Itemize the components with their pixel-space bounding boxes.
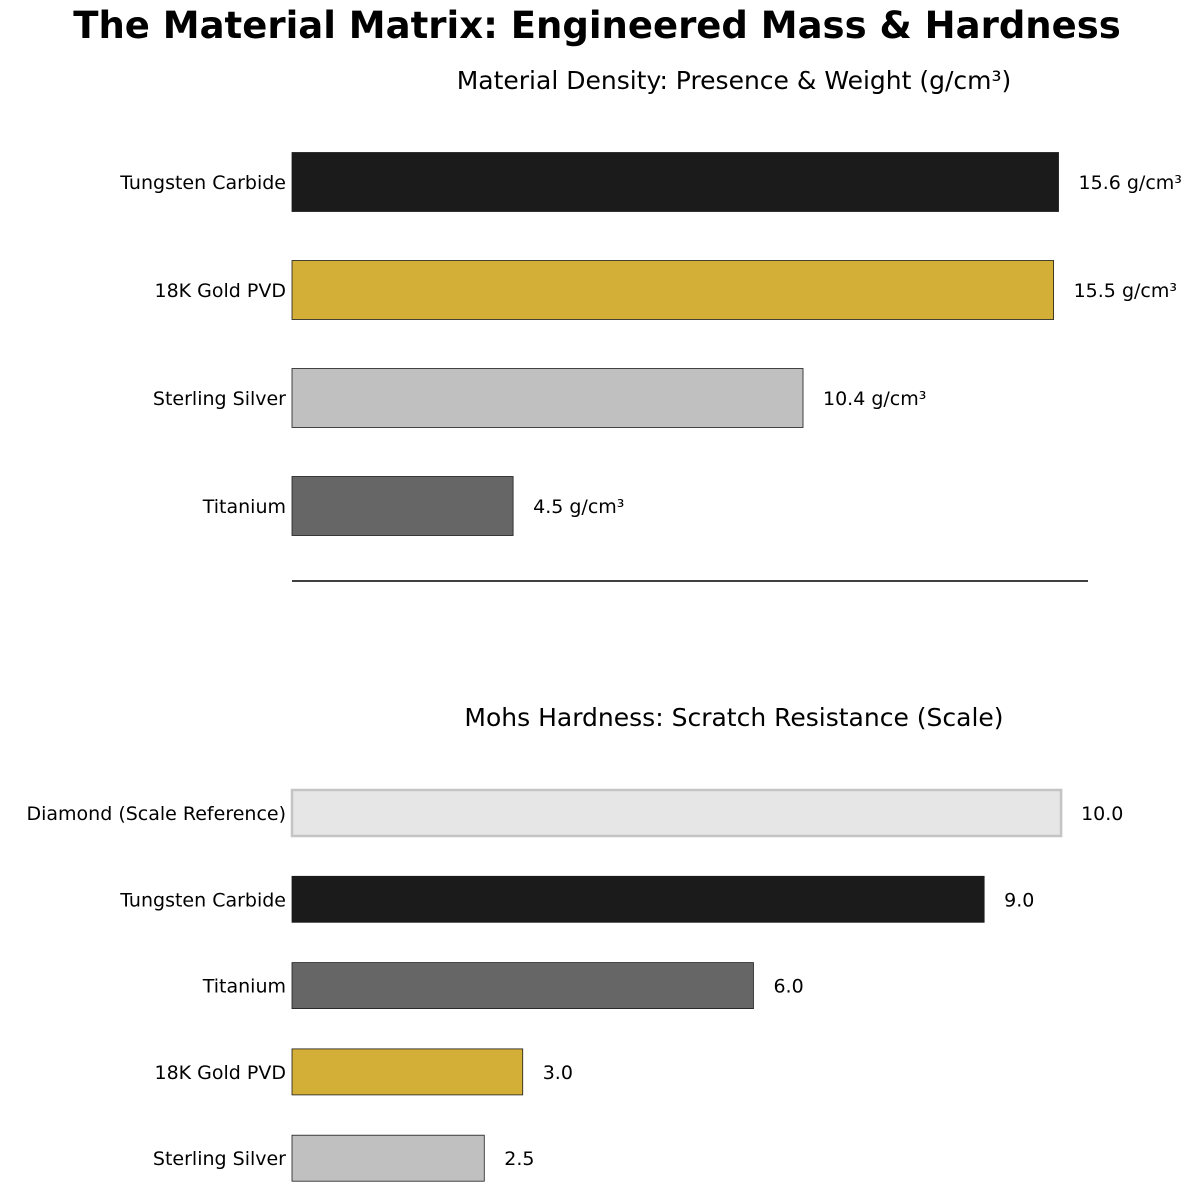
bar <box>291 962 754 1009</box>
category-tick-label: 18K Gold PVD <box>155 280 287 302</box>
data-label: 9.0 <box>1004 889 1034 911</box>
bar <box>291 476 514 536</box>
category-tick-label: Tungsten Carbide <box>119 172 286 194</box>
bar <box>290 788 1063 838</box>
bar <box>291 875 985 923</box>
bar <box>291 152 1059 212</box>
data-label: 15.6 g/cm³ <box>1079 172 1182 194</box>
data-label: 2.5 <box>504 1148 534 1170</box>
data-label: 15.5 g/cm³ <box>1074 280 1177 302</box>
bar <box>291 1134 485 1182</box>
density-chart: Material Density: Presence & Weight (g/c… <box>119 66 1182 582</box>
data-label: 4.5 g/cm³ <box>533 496 624 518</box>
data-label: 10.4 g/cm³ <box>823 388 926 410</box>
category-tick-label: Tungsten Carbide <box>119 889 286 911</box>
figure-title: The Material Matrix: Engineered Mass & H… <box>73 4 1121 47</box>
bar <box>291 1048 524 1096</box>
data-label: 10.0 <box>1081 803 1123 825</box>
category-tick-label: Sterling Silver <box>153 1148 286 1170</box>
chart-title: Material Density: Presence & Weight (g/c… <box>457 66 1012 95</box>
category-tick-label: 18K Gold PVD <box>155 1062 287 1084</box>
data-label: 3.0 <box>543 1062 573 1084</box>
data-label: 6.0 <box>773 976 803 998</box>
chart-title: Mohs Hardness: Scratch Resistance (Scale… <box>464 703 1003 732</box>
bar <box>291 260 1055 320</box>
bar <box>291 368 804 428</box>
category-tick-label: Sterling Silver <box>153 388 286 410</box>
category-tick-label: Diamond (Scale Reference) <box>27 803 287 825</box>
category-tick-label: Titanium <box>202 496 286 518</box>
category-tick-label: Titanium <box>202 976 286 998</box>
